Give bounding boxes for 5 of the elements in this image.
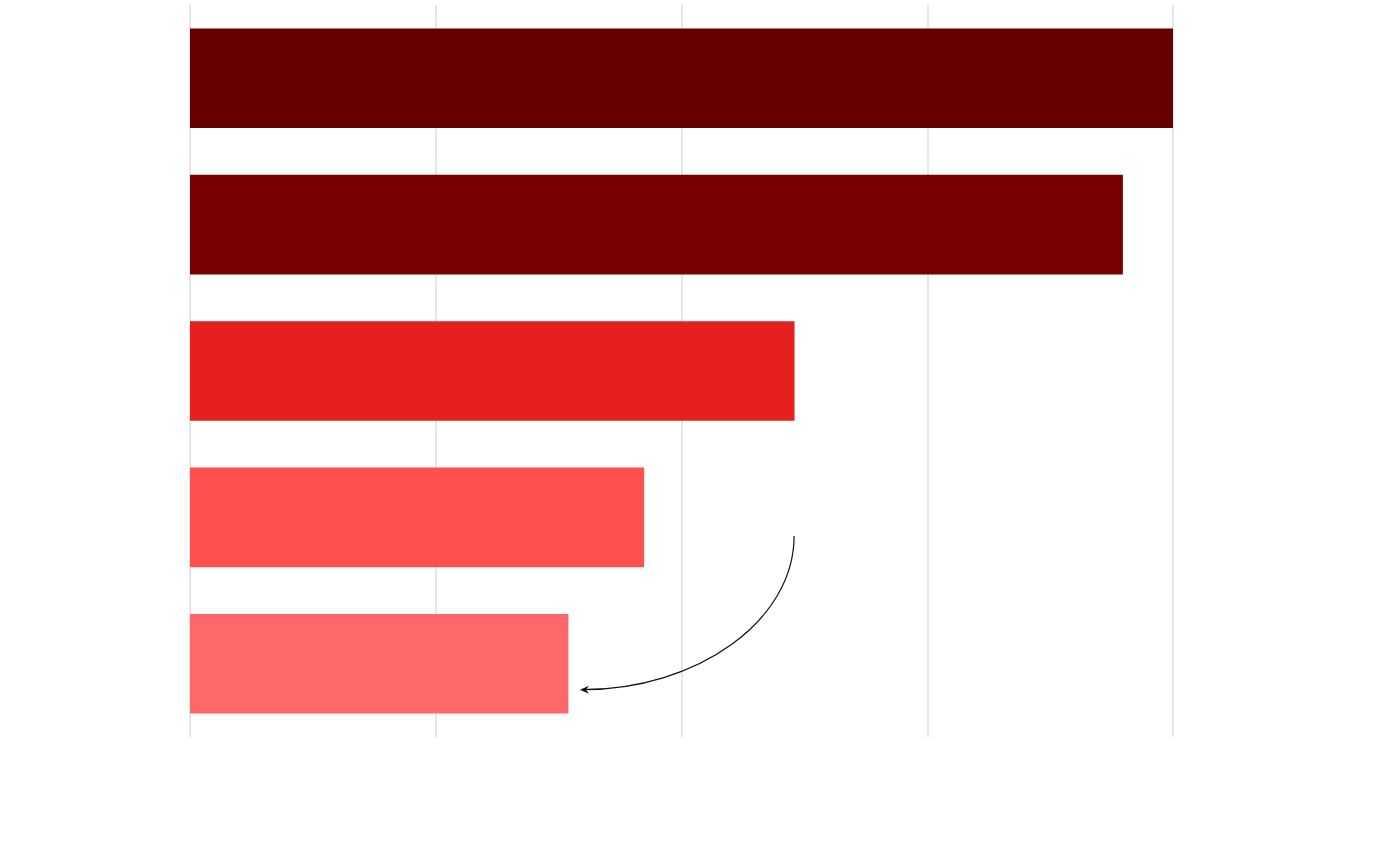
- bar: [190, 614, 569, 714]
- bar: [190, 321, 795, 421]
- bar: [190, 28, 1173, 128]
- bar: [190, 467, 645, 568]
- bar: [190, 174, 1123, 275]
